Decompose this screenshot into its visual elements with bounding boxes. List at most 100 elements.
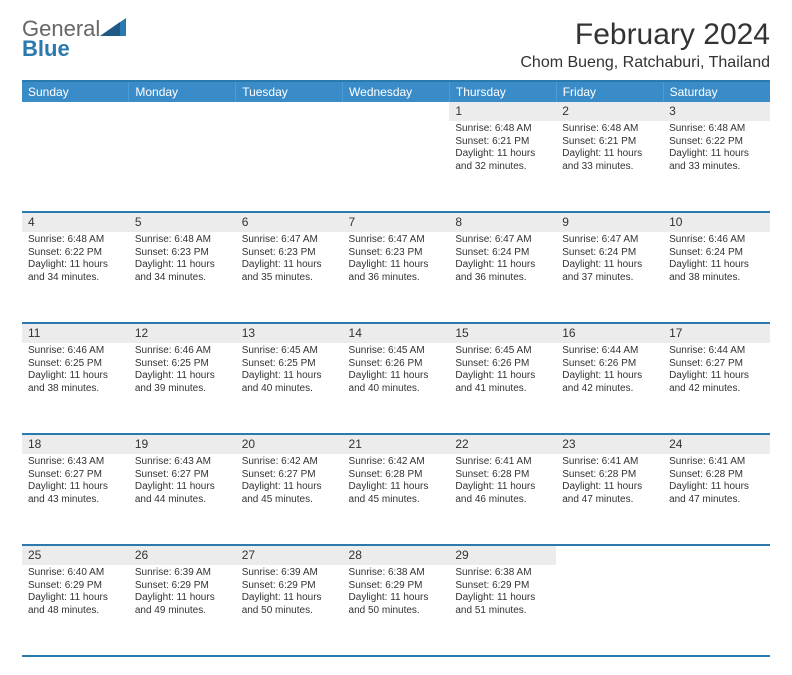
sunrise-line: Sunrise: 6:39 AM bbox=[135, 567, 230, 580]
day-header-row: SundayMondayTuesdayWednesdayThursdayFrid… bbox=[22, 81, 770, 102]
week-detail-row: Sunrise: 6:40 AMSunset: 6:29 PMDaylight:… bbox=[22, 565, 770, 656]
sunrise-line: Sunrise: 6:47 AM bbox=[349, 234, 444, 247]
daylight-line: Daylight: 11 hours and 39 minutes. bbox=[135, 370, 230, 395]
day-detail-cell: Sunrise: 6:43 AMSunset: 6:27 PMDaylight:… bbox=[129, 454, 236, 545]
day-detail-cell: Sunrise: 6:42 AMSunset: 6:27 PMDaylight:… bbox=[236, 454, 343, 545]
day-detail-cell: Sunrise: 6:44 AMSunset: 6:26 PMDaylight:… bbox=[556, 343, 663, 434]
day-header: Monday bbox=[129, 81, 236, 102]
day-detail-cell: Sunrise: 6:40 AMSunset: 6:29 PMDaylight:… bbox=[22, 565, 129, 656]
sunset-line: Sunset: 6:24 PM bbox=[669, 247, 764, 260]
sunrise-line: Sunrise: 6:46 AM bbox=[669, 234, 764, 247]
day-number-cell: 9 bbox=[556, 212, 663, 232]
daylight-line: Daylight: 11 hours and 40 minutes. bbox=[242, 370, 337, 395]
sunrise-line: Sunrise: 6:45 AM bbox=[349, 345, 444, 358]
sunrise-line: Sunrise: 6:41 AM bbox=[669, 456, 764, 469]
day-detail-cell: Sunrise: 6:48 AMSunset: 6:22 PMDaylight:… bbox=[22, 232, 129, 323]
day-detail-cell: Sunrise: 6:38 AMSunset: 6:29 PMDaylight:… bbox=[449, 565, 556, 656]
daylight-line: Daylight: 11 hours and 38 minutes. bbox=[28, 370, 123, 395]
daylight-line: Daylight: 11 hours and 36 minutes. bbox=[349, 259, 444, 284]
day-number-cell: 13 bbox=[236, 323, 343, 343]
sunrise-line: Sunrise: 6:47 AM bbox=[562, 234, 657, 247]
sunset-line: Sunset: 6:27 PM bbox=[669, 358, 764, 371]
day-number-cell bbox=[22, 102, 129, 121]
day-number-cell: 20 bbox=[236, 434, 343, 454]
week-daynum-row: 123 bbox=[22, 102, 770, 121]
day-detail-cell: Sunrise: 6:47 AMSunset: 6:24 PMDaylight:… bbox=[449, 232, 556, 323]
day-detail-cell: Sunrise: 6:48 AMSunset: 6:23 PMDaylight:… bbox=[129, 232, 236, 323]
day-detail-cell: Sunrise: 6:45 AMSunset: 6:26 PMDaylight:… bbox=[449, 343, 556, 434]
day-number-cell: 11 bbox=[22, 323, 129, 343]
day-number-cell bbox=[236, 102, 343, 121]
day-detail-cell: Sunrise: 6:46 AMSunset: 6:24 PMDaylight:… bbox=[663, 232, 770, 323]
sunset-line: Sunset: 6:23 PM bbox=[135, 247, 230, 260]
day-detail-cell: Sunrise: 6:48 AMSunset: 6:22 PMDaylight:… bbox=[663, 121, 770, 212]
daylight-line: Daylight: 11 hours and 50 minutes. bbox=[242, 592, 337, 617]
daylight-line: Daylight: 11 hours and 41 minutes. bbox=[455, 370, 550, 395]
day-number-cell: 21 bbox=[343, 434, 450, 454]
day-number-cell: 3 bbox=[663, 102, 770, 121]
sunrise-line: Sunrise: 6:45 AM bbox=[242, 345, 337, 358]
logo-text: General Blue bbox=[22, 18, 126, 59]
sunrise-line: Sunrise: 6:48 AM bbox=[135, 234, 230, 247]
day-number-cell: 29 bbox=[449, 545, 556, 565]
week-detail-row: Sunrise: 6:48 AM Sunset: 6:22 PM Daylight:… bbox=[22, 232, 770, 323]
day-header: Tuesday bbox=[236, 81, 343, 102]
daylight-line: Daylight: 11 hours and 45 minutes. bbox=[349, 481, 444, 506]
sunrise-line: Sunrise: 6:41 AM bbox=[562, 456, 657, 469]
day-number-cell: 6 bbox=[236, 212, 343, 232]
day-header: Saturday bbox=[663, 81, 770, 102]
daylight-line: Daylight: 11 hours and 42 minutes. bbox=[669, 370, 764, 395]
day-detail-cell: Sunrise: 6:42 AMSunset: 6:28 PMDaylight:… bbox=[343, 454, 450, 545]
day-detail-cell bbox=[22, 121, 129, 212]
day-number-cell: 16 bbox=[556, 323, 663, 343]
sunset-line: Sunset: 6:25 PM bbox=[242, 358, 337, 371]
day-number-cell: 12 bbox=[129, 323, 236, 343]
logo-triangle-icon bbox=[100, 18, 126, 36]
sunrise-line: Sunrise: 6:41 AM bbox=[455, 456, 550, 469]
sunset-line: Sunset: 6:27 PM bbox=[28, 469, 123, 482]
day-header: Friday bbox=[556, 81, 663, 102]
sunrise-line: Sunrise: 6:38 AM bbox=[455, 567, 550, 580]
daylight-line: Daylight: 11 hours and 32 minutes. bbox=[455, 148, 550, 173]
sunset-line: Sunset: 6:28 PM bbox=[455, 469, 550, 482]
day-detail-cell: Sunrise: 6:39 AMSunset: 6:29 PMDaylight:… bbox=[129, 565, 236, 656]
daylight-line: Daylight: 11 hours and 33 minutes. bbox=[562, 148, 657, 173]
day-number-cell: 5 bbox=[129, 212, 236, 232]
sunset-line: Sunset: 6:21 PM bbox=[455, 136, 550, 149]
day-detail-cell bbox=[556, 565, 663, 656]
sunset-line: Sunset: 6:24 PM bbox=[455, 247, 550, 260]
sunrise-line: Sunrise: 6:46 AM bbox=[135, 345, 230, 358]
day-number-cell bbox=[129, 102, 236, 121]
sunrise-line: Sunrise: 6:47 AM bbox=[242, 234, 337, 247]
day-detail-cell: Sunrise: 6:41 AMSunset: 6:28 PMDaylight:… bbox=[449, 454, 556, 545]
day-header: Thursday bbox=[449, 81, 556, 102]
daylight-line: Daylight: 11 hours and 47 minutes. bbox=[562, 481, 657, 506]
week-daynum-row: 45678910 bbox=[22, 212, 770, 232]
day-number-cell: 19 bbox=[129, 434, 236, 454]
sunrise-line: Sunrise: 6:43 AM bbox=[135, 456, 230, 469]
day-detail-cell: Sunrise: 6:46 AMSunset: 6:25 PMDaylight:… bbox=[22, 343, 129, 434]
day-detail-cell: Sunrise: 6:39 AMSunset: 6:29 PMDaylight:… bbox=[236, 565, 343, 656]
sunset-line: Sunset: 6:24 PM bbox=[562, 247, 657, 260]
sunrise-line: Sunrise: 6:44 AM bbox=[669, 345, 764, 358]
sunrise-line: Sunrise: 6:45 AM bbox=[455, 345, 550, 358]
day-number-cell bbox=[343, 102, 450, 121]
day-number-cell: 23 bbox=[556, 434, 663, 454]
day-detail-cell: Sunrise: 6:46 AMSunset: 6:25 PMDaylight:… bbox=[129, 343, 236, 434]
daylight-line: Daylight: 11 hours and 36 minutes. bbox=[455, 259, 550, 284]
day-detail-cell: Sunrise: 6:41 AMSunset: 6:28 PMDaylight:… bbox=[663, 454, 770, 545]
day-number-cell: 22 bbox=[449, 434, 556, 454]
sunset-line: Sunset: 6:29 PM bbox=[28, 580, 123, 593]
day-header: Wednesday bbox=[343, 81, 450, 102]
sunset-line: Sunset: 6:29 PM bbox=[455, 580, 550, 593]
daylight-line: Daylight: 11 hours and 51 minutes. bbox=[455, 592, 550, 617]
day-number-cell: 17 bbox=[663, 323, 770, 343]
week-detail-row: Sunrise: 6:46 AMSunset: 6:25 PMDaylight:… bbox=[22, 343, 770, 434]
day-detail-cell: Sunrise: 6:41 AMSunset: 6:28 PMDaylight:… bbox=[556, 454, 663, 545]
sunset-line: Sunset: 6:26 PM bbox=[455, 358, 550, 371]
day-number-cell: 25 bbox=[22, 545, 129, 565]
daylight-line: Daylight: 11 hours and 34 minutes. bbox=[135, 259, 230, 284]
sunset-line: Sunset: 6:22 PM bbox=[28, 247, 123, 260]
sunset-line: Sunset: 6:29 PM bbox=[242, 580, 337, 593]
daylight-line: Daylight: 11 hours and 42 minutes. bbox=[562, 370, 657, 395]
